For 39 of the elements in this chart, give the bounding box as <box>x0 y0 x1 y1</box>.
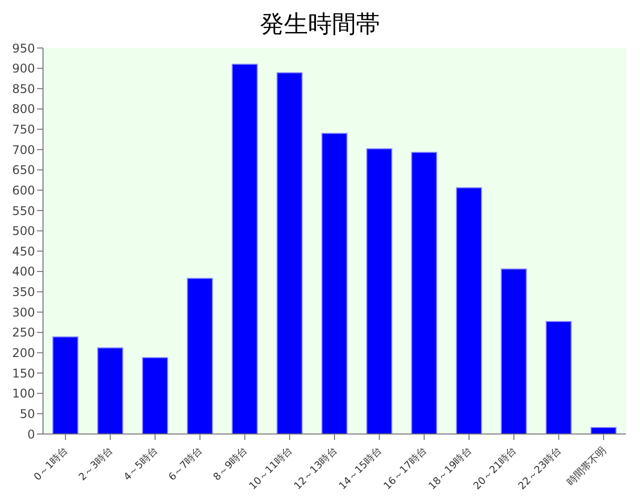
y-tick-label: 900 <box>12 62 35 76</box>
x-tick-label: 0～1時台 <box>32 444 70 484</box>
y-tick-label: 300 <box>12 305 35 320</box>
y-tick-label: 600 <box>12 183 35 198</box>
y-tick-label: 400 <box>12 264 35 279</box>
chart-title: 発生時間帯 <box>259 9 381 40</box>
y-tick-label: 450 <box>12 244 35 258</box>
y-tick-label: 100 <box>12 386 35 401</box>
bar <box>321 132 348 434</box>
y-tick-label: 200 <box>12 346 35 360</box>
bar <box>500 268 527 434</box>
x-tick-label: 4～5時台 <box>121 444 160 484</box>
bar <box>366 148 392 434</box>
bar <box>411 152 438 434</box>
y-tick-label: 850 <box>12 82 35 96</box>
y-tick-label: 750 <box>12 122 35 137</box>
x-tick-label: 2～3時台 <box>76 444 116 484</box>
x-tick-label: 6～7時台 <box>166 444 205 484</box>
y-tick-label: 700 <box>12 142 35 157</box>
y-tick-label: 150 <box>12 366 35 380</box>
y-tick-label: 250 <box>12 326 35 340</box>
bar <box>97 347 124 434</box>
x-tick-label: 時間帯不明 <box>564 444 609 488</box>
y-tick-label: 550 <box>12 204 35 218</box>
bar <box>52 336 78 434</box>
bar <box>142 357 168 434</box>
y-tick-label: 950 <box>12 41 35 56</box>
y-tick-label: 500 <box>12 224 35 238</box>
bar <box>232 64 258 434</box>
y-tick-label: 0 <box>27 427 35 442</box>
bar <box>276 72 303 434</box>
y-tick-label: 50 <box>20 406 35 421</box>
y-tick-label: 650 <box>12 163 35 178</box>
bar <box>186 278 213 434</box>
bar <box>590 427 617 434</box>
y-tick-label: 800 <box>12 102 35 116</box>
bar <box>456 187 482 434</box>
bar <box>546 320 572 434</box>
y-tick-label: 350 <box>12 285 35 300</box>
